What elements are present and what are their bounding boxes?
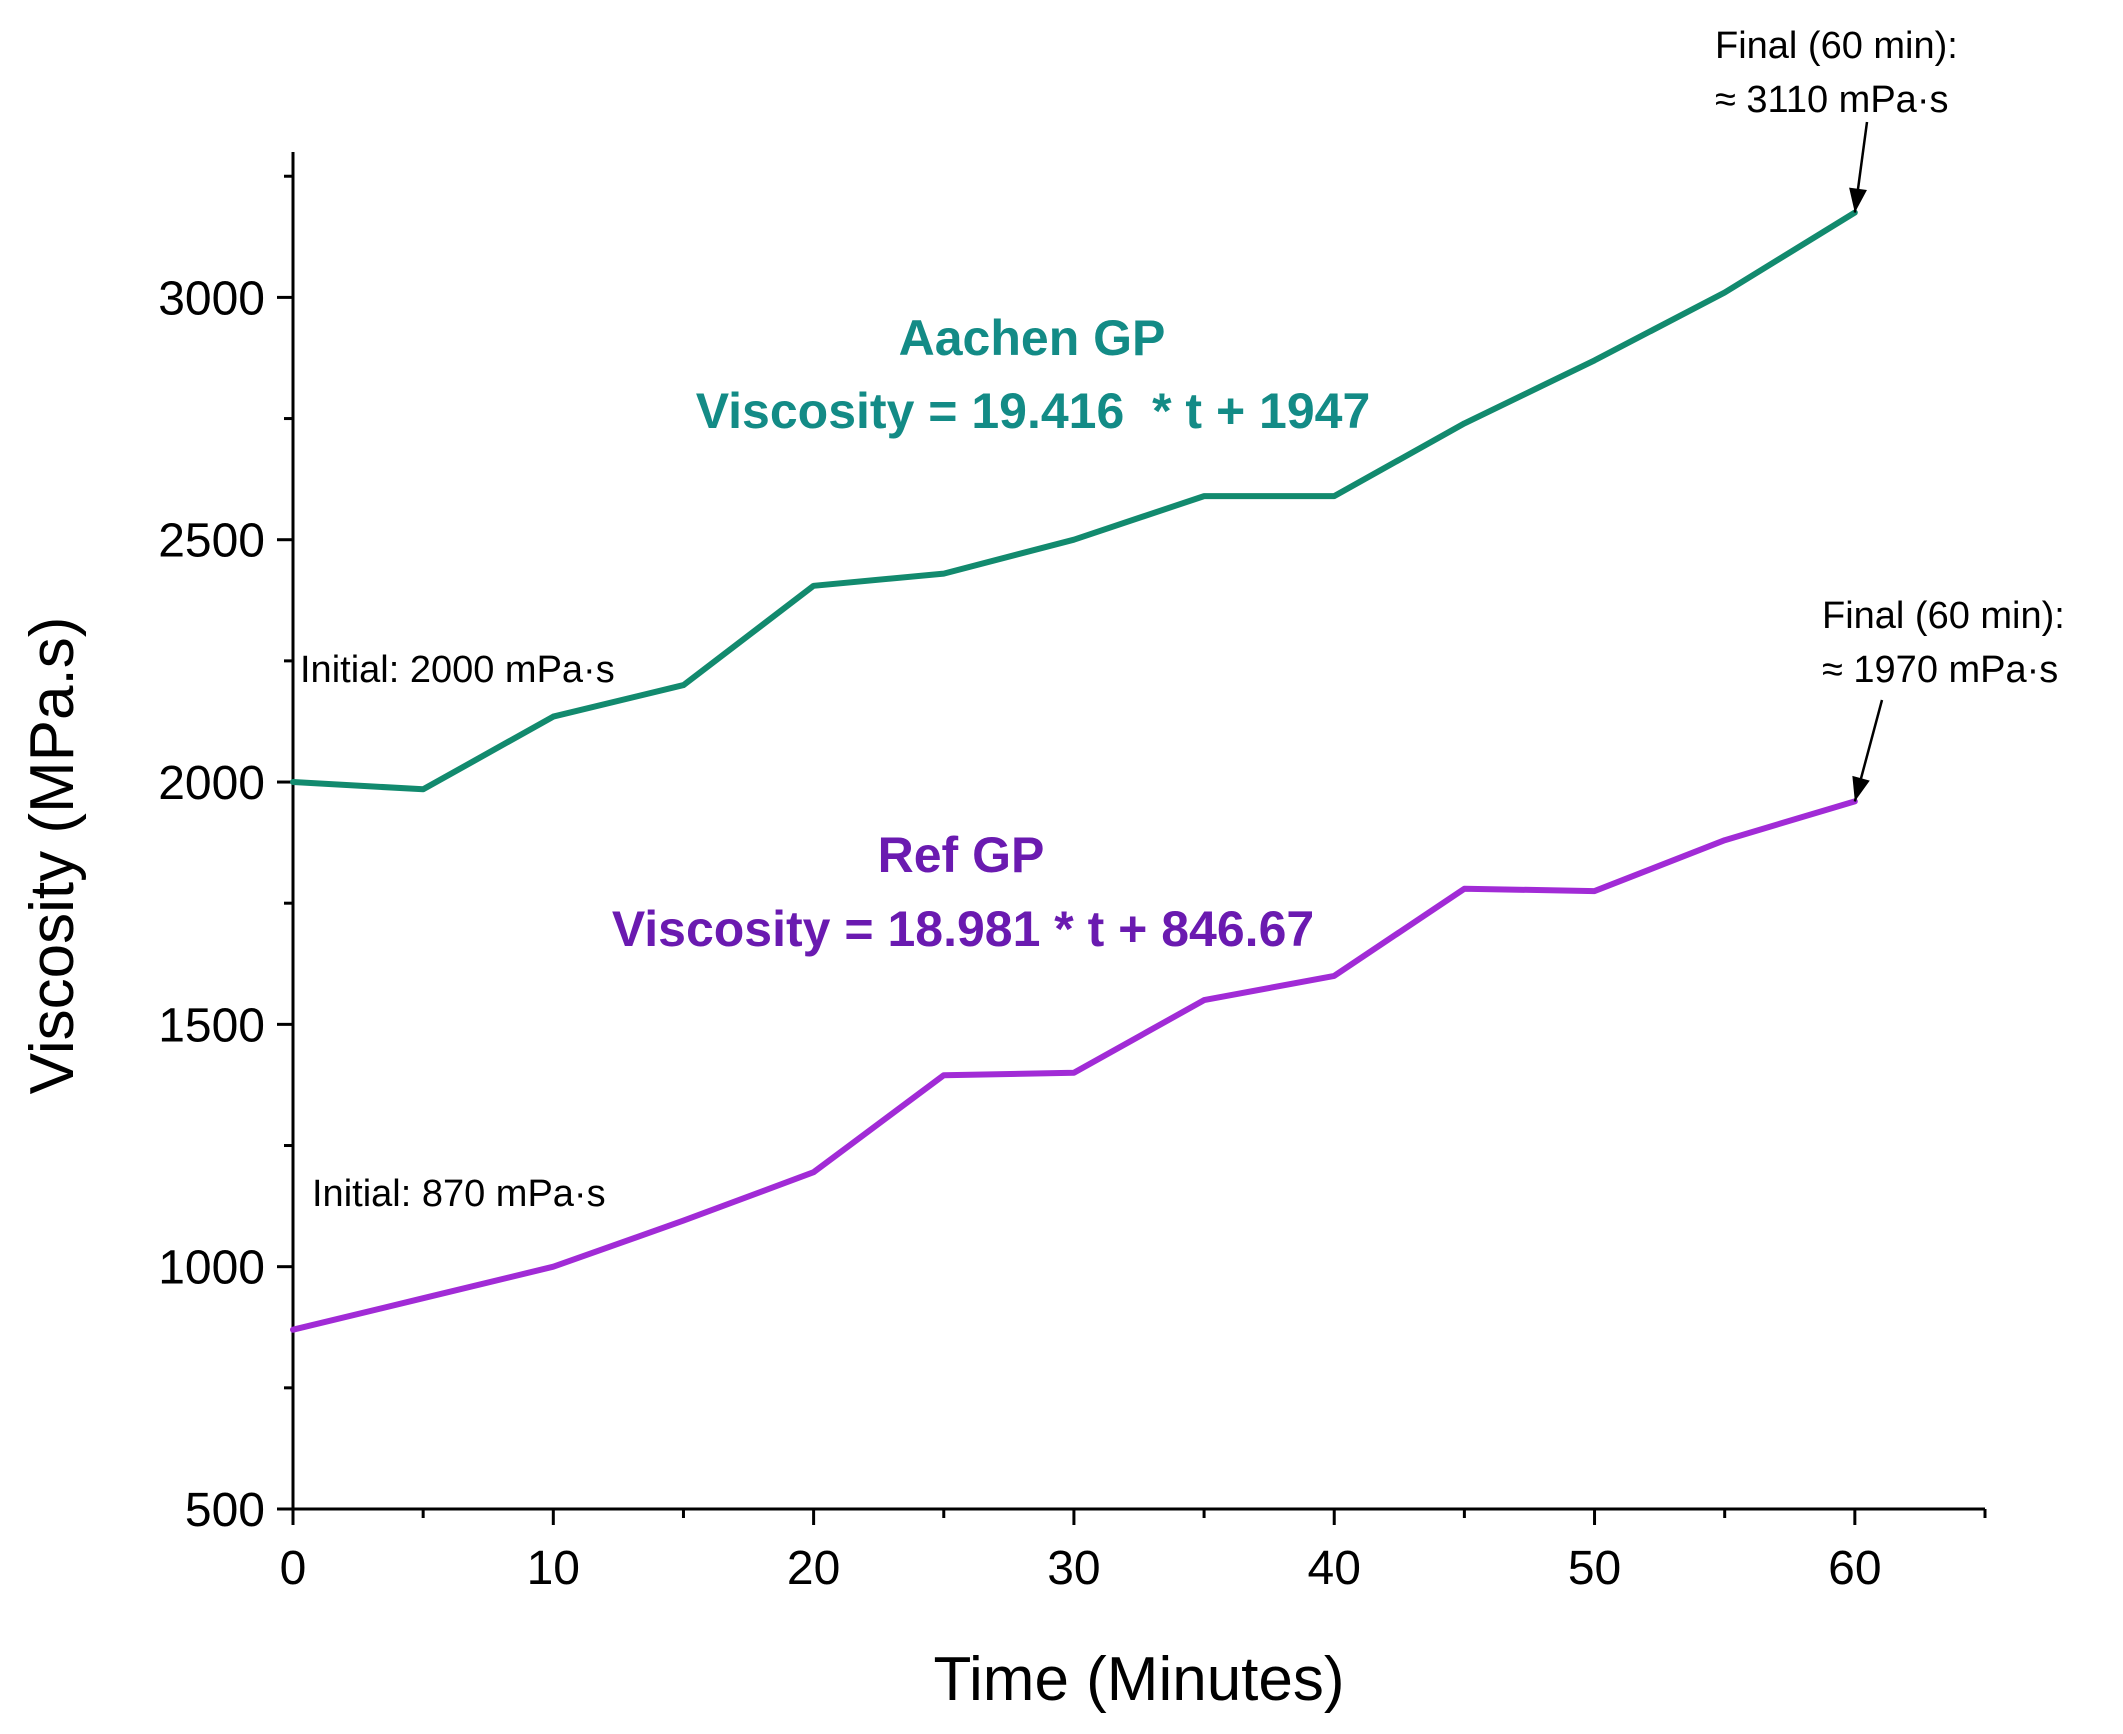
aachen-final-annotation-line2: ≈ 3110 mPa·s — [1715, 79, 1948, 121]
annotation-arrows — [1849, 121, 1884, 802]
aachen-equation: Viscosity = 19.416 * t + 1947 — [696, 383, 1371, 439]
ref-series-title: Ref GP — [878, 827, 1045, 883]
x-tick-label: 50 — [1568, 1542, 1621, 1595]
aachen-final-arrow — [1849, 121, 1869, 213]
x-tick-label: 20 — [787, 1542, 840, 1595]
x-tick-label: 10 — [527, 1542, 580, 1595]
ref-final-annotation-line1: Final (60 min): — [1822, 595, 2065, 637]
aachen-series-title: Aachen GP — [899, 310, 1166, 366]
aachen-final-annotation-line1: Final (60 min): — [1715, 25, 1958, 67]
ref-equation: Viscosity = 18.981 * t + 846.67 — [612, 901, 1314, 957]
y-tick-label: 3000 — [158, 272, 265, 325]
ref-final-annotation-line2: ≈ 1970 mPa·s — [1822, 649, 2058, 691]
axes — [291, 152, 1985, 1511]
ticks: 0 10 20 30 40 50 60 500 1000 1500 2000 2500 3000 — [158, 174, 1987, 1595]
arrow-head — [1849, 187, 1867, 213]
ref-final-arrow — [1852, 699, 1884, 802]
y-axis-title: Viscosity (MPa.s) — [18, 617, 87, 1095]
y-tick-label: 2500 — [158, 515, 265, 568]
ref-initial-annotation: Initial: 870 mPa·s — [312, 1173, 606, 1215]
y-tick-label: 1000 — [158, 1242, 265, 1295]
x-tick-label: 40 — [1308, 1542, 1361, 1595]
y-tick-label: 2000 — [158, 757, 265, 810]
aachen-initial-annotation: Initial: 2000 mPa·s — [300, 649, 615, 691]
x-tick-label: 60 — [1828, 1542, 1881, 1595]
x-tick-label: 30 — [1047, 1542, 1100, 1595]
aachen-series-line — [290, 209, 1858, 793]
x-tick-label: 0 — [280, 1542, 307, 1595]
y-tick-label: 500 — [185, 1484, 265, 1537]
x-axis-title: Time (Minutes) — [933, 1645, 1344, 1714]
y-tick-label: 1500 — [158, 999, 265, 1052]
arrow-head — [1852, 775, 1870, 802]
series-layer — [290, 209, 1858, 1333]
ref-series-line — [290, 798, 1858, 1333]
